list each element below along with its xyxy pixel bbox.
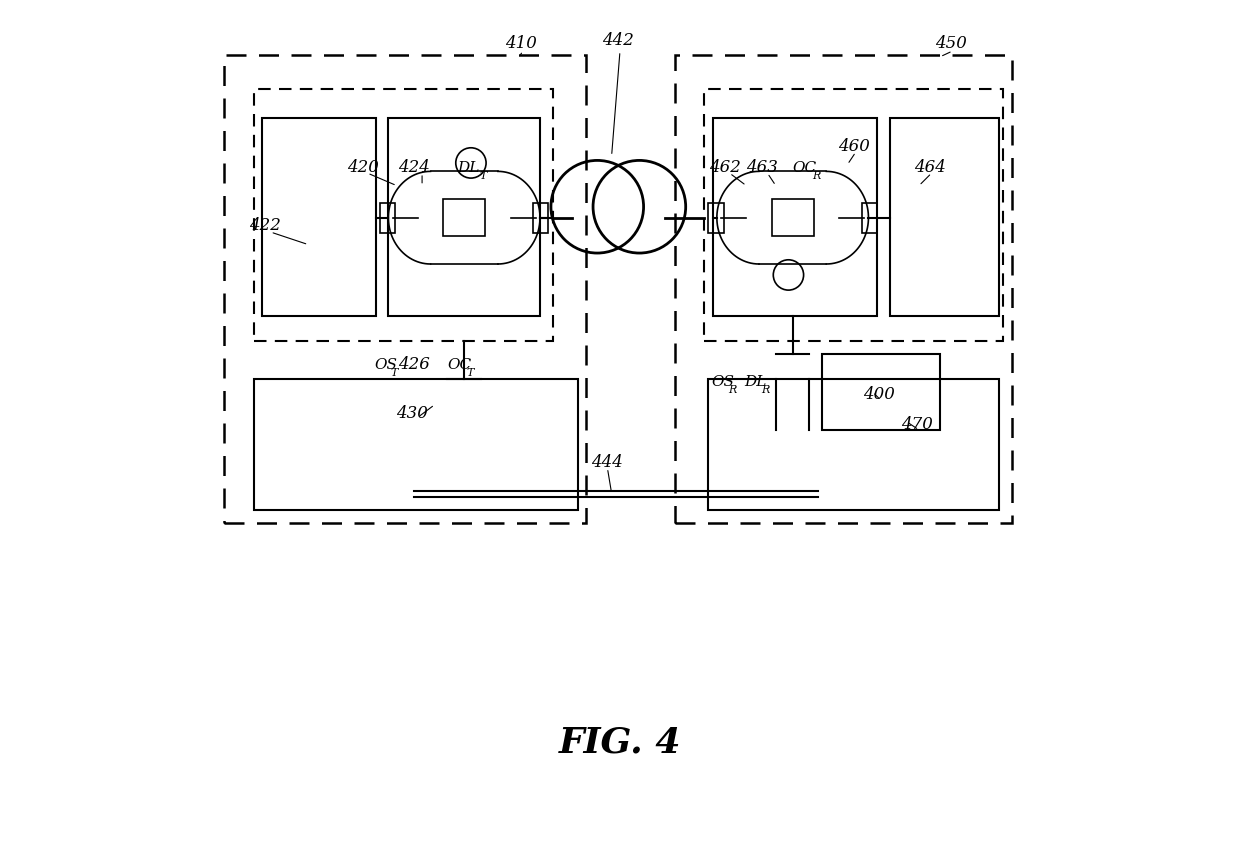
Text: T: T (480, 170, 487, 181)
Text: 400: 400 (863, 386, 895, 403)
Bar (379, 203, 396, 234)
Text: 470: 470 (901, 416, 934, 433)
Text: R: R (761, 385, 770, 394)
Text: 424: 424 (398, 160, 429, 176)
Text: 444: 444 (590, 453, 622, 471)
Text: T: T (391, 368, 398, 378)
Text: DL: DL (458, 161, 480, 176)
Text: 460: 460 (838, 138, 870, 155)
Text: DL: DL (745, 375, 768, 389)
Text: 442: 442 (603, 32, 634, 49)
Text: 410: 410 (506, 35, 537, 51)
Text: OS: OS (711, 375, 734, 389)
Text: 463: 463 (745, 160, 777, 176)
Bar (771, 200, 813, 237)
Text: OS: OS (374, 358, 397, 372)
Text: T: T (466, 368, 474, 378)
Text: OC: OC (792, 161, 817, 176)
Text: 420: 420 (347, 160, 379, 176)
Bar (533, 203, 548, 234)
Text: R: R (728, 385, 737, 394)
Bar (862, 203, 877, 234)
Bar (708, 203, 724, 234)
Text: 464: 464 (914, 160, 946, 176)
Text: 450: 450 (935, 35, 967, 51)
Bar (443, 200, 485, 237)
Text: 422: 422 (249, 217, 280, 234)
Text: 430: 430 (396, 405, 428, 422)
Text: 462: 462 (709, 160, 742, 176)
Text: 426: 426 (398, 356, 429, 373)
Text: R: R (812, 170, 821, 181)
Text: OC: OC (448, 358, 471, 372)
Text: FIG. 4: FIG. 4 (559, 725, 681, 759)
